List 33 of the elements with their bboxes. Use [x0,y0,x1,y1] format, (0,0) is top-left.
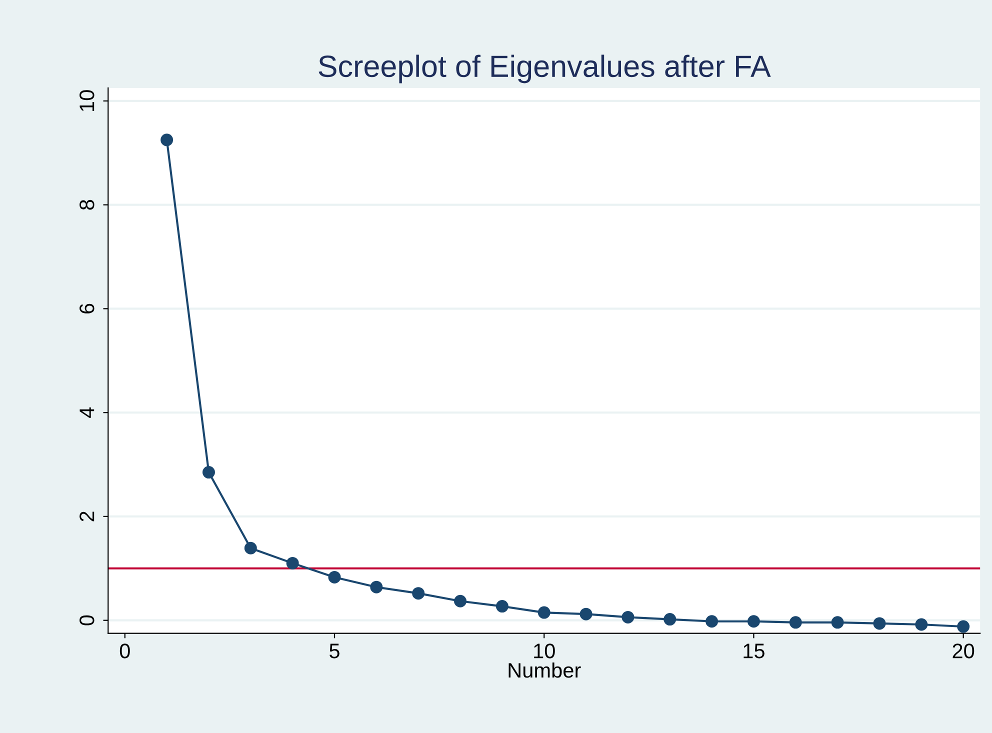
y-tick-label: 10 [80,90,94,111]
point [328,570,341,584]
y-tick-label: 0 [80,615,94,626]
point [747,615,760,628]
y-tick-label: 6 [80,304,94,314]
x-axis-title: Number [508,662,581,678]
point [370,580,383,594]
chart-title: Screeplot of Eigenvalues after FA [318,54,771,84]
point [496,600,508,613]
point [831,616,844,629]
point [202,466,215,479]
y-tick-label: 8 [80,200,94,210]
point [957,620,970,633]
point [873,617,886,630]
point [244,542,257,554]
point [706,615,718,628]
point [915,618,928,631]
point [664,613,676,626]
x-tick-label: 20 [952,644,974,658]
point [286,556,299,570]
point [580,608,592,620]
y-tick-label: 2 [80,512,94,522]
y-tick-label: 4 [80,407,94,418]
x-tick-label: 10 [534,644,555,658]
point [622,610,634,624]
x-tick-label: 15 [744,644,764,658]
point [160,134,174,146]
x-tick-label: 5 [330,644,340,658]
point [538,606,550,619]
point [789,616,802,629]
x-tick-label: 0 [120,644,130,658]
point [454,594,467,608]
point [412,587,425,600]
